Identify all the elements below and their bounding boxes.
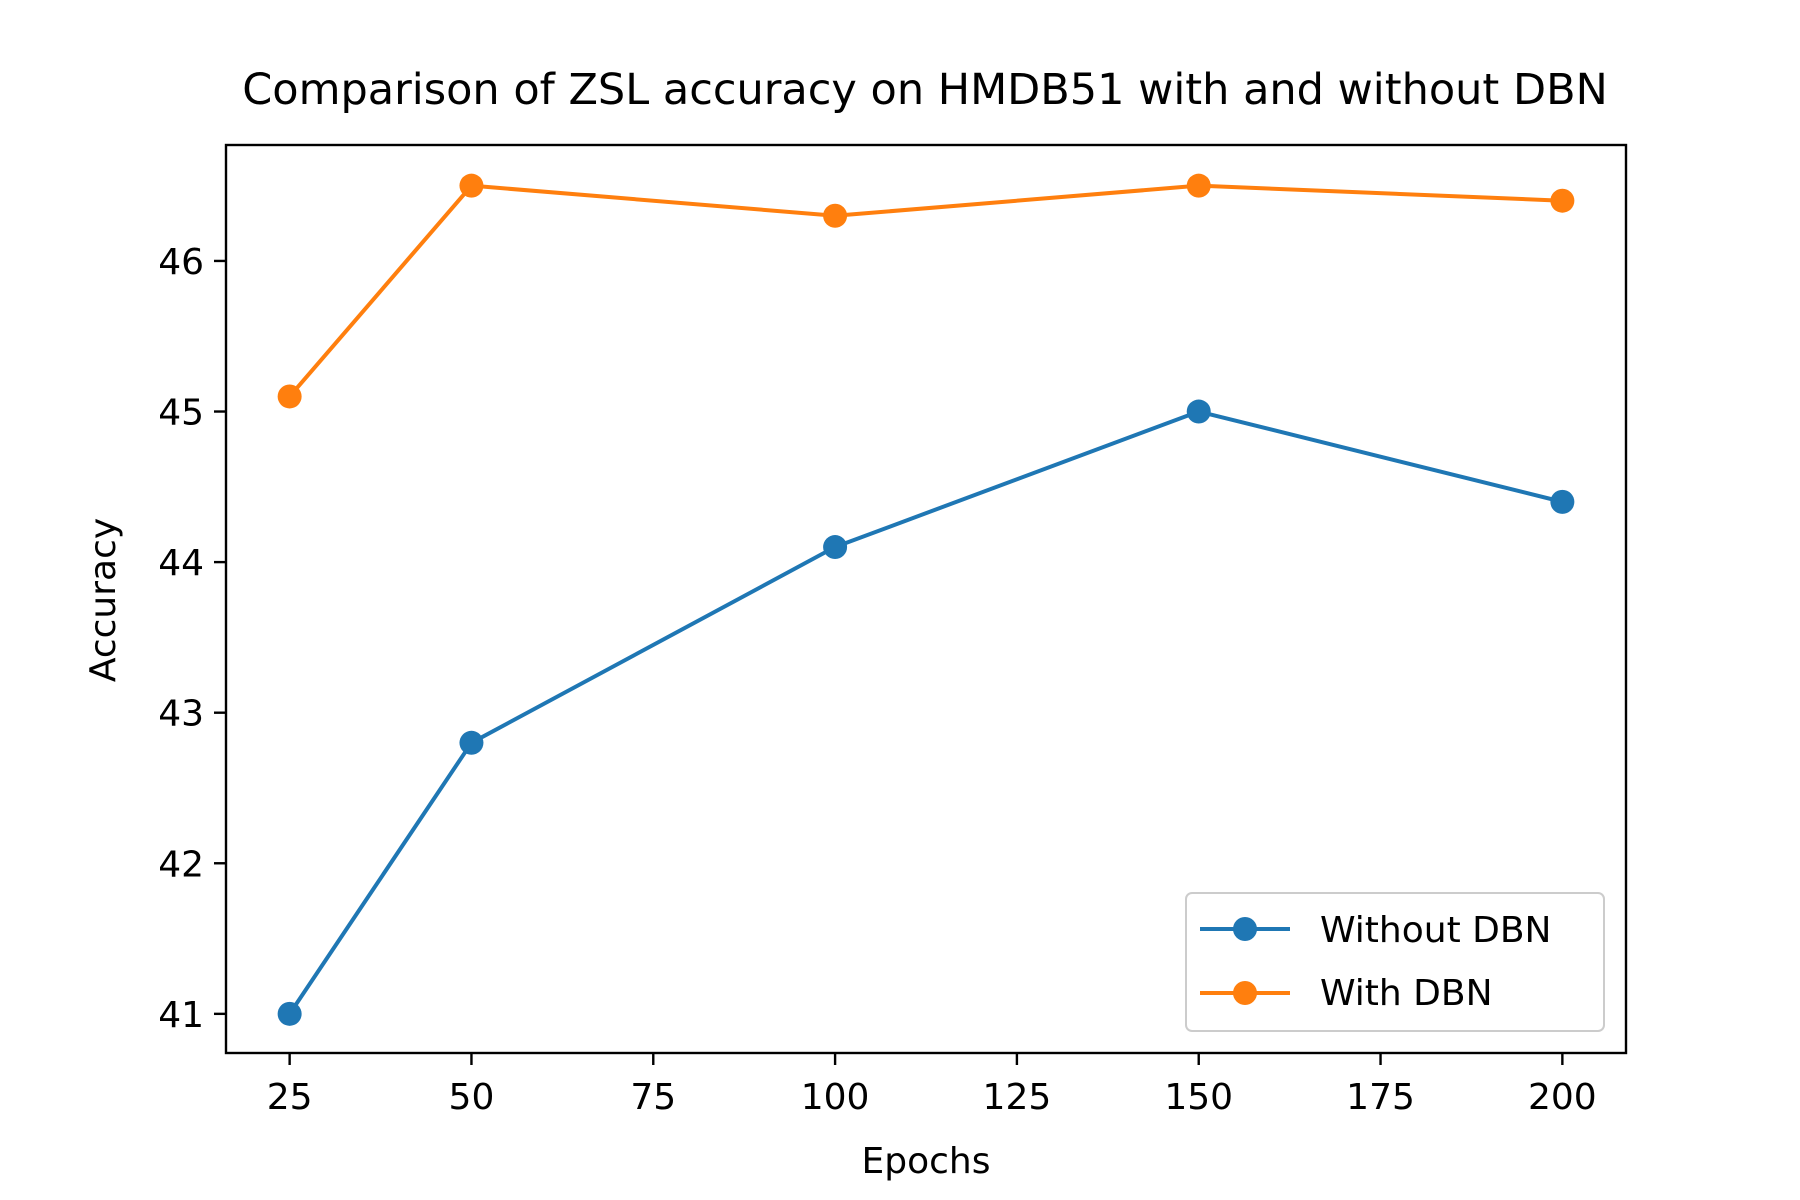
y-axis: 41 42 43 44 45 46 bbox=[158, 242, 226, 1036]
y-tick-label: 43 bbox=[158, 694, 204, 735]
data-point-with-dbn bbox=[823, 203, 848, 228]
x-tick-label: 175 bbox=[1346, 1077, 1415, 1118]
legend-entry-without-dbn: Without DBN bbox=[1200, 910, 1552, 951]
data-point-with-dbn bbox=[459, 173, 484, 198]
series-with-dbn bbox=[277, 173, 1575, 409]
data-point-without-dbn bbox=[823, 535, 848, 560]
y-tick-label: 42 bbox=[158, 844, 204, 885]
x-tick-label: 25 bbox=[267, 1077, 313, 1118]
x-tick-label: 150 bbox=[1164, 1077, 1233, 1118]
data-point-without-dbn bbox=[277, 1001, 302, 1026]
y-tick-label: 46 bbox=[158, 242, 204, 283]
legend-marker-with-dbn bbox=[1233, 981, 1257, 1005]
data-point-without-dbn bbox=[1186, 399, 1211, 424]
y-tick-label: 45 bbox=[158, 393, 204, 434]
x-axis: 25 50 75 100 125 150 175 200 bbox=[267, 1053, 1597, 1118]
plot-frame bbox=[224, 143, 1628, 1055]
data-point-without-dbn bbox=[1550, 489, 1575, 514]
data-point-without-dbn bbox=[459, 730, 484, 755]
data-point-with-dbn bbox=[277, 384, 302, 409]
data-point-with-dbn bbox=[1550, 188, 1575, 213]
legend-label-with-dbn: With DBN bbox=[1320, 973, 1493, 1014]
y-tick-label: 44 bbox=[158, 543, 204, 584]
x-tick-label: 75 bbox=[630, 1077, 676, 1118]
series-layer bbox=[277, 173, 1575, 1026]
legend: Without DBN With DBN bbox=[1185, 892, 1605, 1032]
legend-box bbox=[1185, 892, 1605, 1032]
x-tick-label: 125 bbox=[983, 1077, 1052, 1118]
chart-title: Comparison of ZSL accuracy on HMDB51 wit… bbox=[242, 65, 1608, 115]
x-tick-label: 200 bbox=[1528, 1077, 1597, 1118]
y-tick-label: 41 bbox=[158, 995, 204, 1036]
legend-entry-with-dbn: With DBN bbox=[1200, 973, 1493, 1014]
plot-area bbox=[224, 143, 1628, 1055]
y-axis-label: Accuracy bbox=[83, 518, 124, 682]
data-point-with-dbn bbox=[1186, 173, 1211, 198]
series-without-dbn bbox=[277, 399, 1575, 1026]
x-tick-label: 100 bbox=[801, 1077, 870, 1118]
x-axis-label: Epochs bbox=[862, 1141, 991, 1182]
legend-label-without-dbn: Without DBN bbox=[1320, 910, 1552, 951]
x-tick-label: 50 bbox=[449, 1077, 495, 1118]
legend-marker-without-dbn bbox=[1233, 917, 1257, 941]
